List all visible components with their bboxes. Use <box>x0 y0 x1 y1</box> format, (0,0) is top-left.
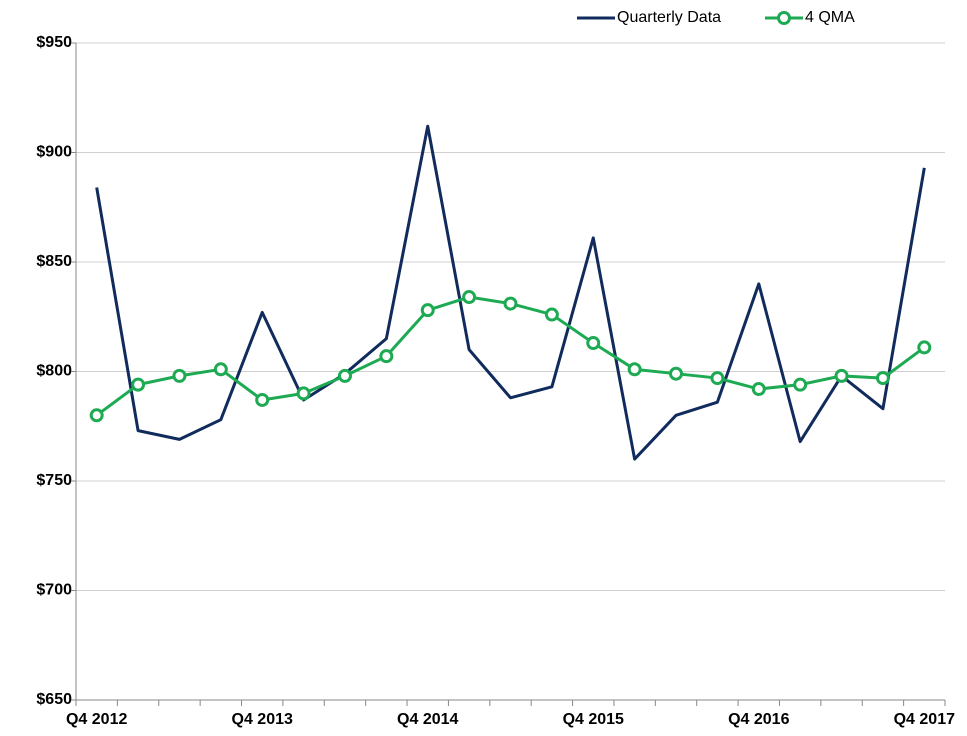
x-tick-label: Q4 2015 <box>563 711 624 728</box>
point <box>337 368 352 383</box>
point <box>669 366 684 381</box>
y-tick-label: $850 <box>36 253 72 270</box>
point <box>793 377 808 392</box>
point <box>420 303 435 318</box>
point <box>586 336 601 351</box>
point <box>503 296 518 311</box>
y-tick-label: $650 <box>36 691 72 708</box>
y-tick-label: $750 <box>36 472 72 489</box>
legend-label: Quarterly Data <box>617 9 721 26</box>
x-tick-label: Q4 2017 <box>894 711 955 728</box>
y-tick-label: $700 <box>36 582 72 599</box>
y-tick-label: $950 <box>36 34 72 51</box>
x-tick-label: Q4 2012 <box>66 711 127 728</box>
point <box>834 368 849 383</box>
y-tick-label: $900 <box>36 144 72 161</box>
point <box>131 377 146 392</box>
point <box>710 371 725 386</box>
x-tick-label: Q4 2014 <box>397 711 458 728</box>
point <box>751 382 766 397</box>
x-tick-label: Q4 2016 <box>728 711 789 728</box>
point <box>89 408 104 423</box>
point <box>255 392 270 407</box>
point <box>172 368 187 383</box>
x-tick-label: Q4 2013 <box>232 711 293 728</box>
point <box>462 290 477 305</box>
series-line <box>95 124 926 461</box>
y-tick-label: $800 <box>36 363 72 380</box>
legend-marker <box>777 11 791 25</box>
point <box>917 340 932 355</box>
point <box>379 349 394 364</box>
legend-label: 4 QMA <box>805 9 855 26</box>
point <box>296 386 311 401</box>
point <box>627 362 642 377</box>
point <box>875 371 890 386</box>
point <box>213 362 228 377</box>
point <box>544 307 559 322</box>
